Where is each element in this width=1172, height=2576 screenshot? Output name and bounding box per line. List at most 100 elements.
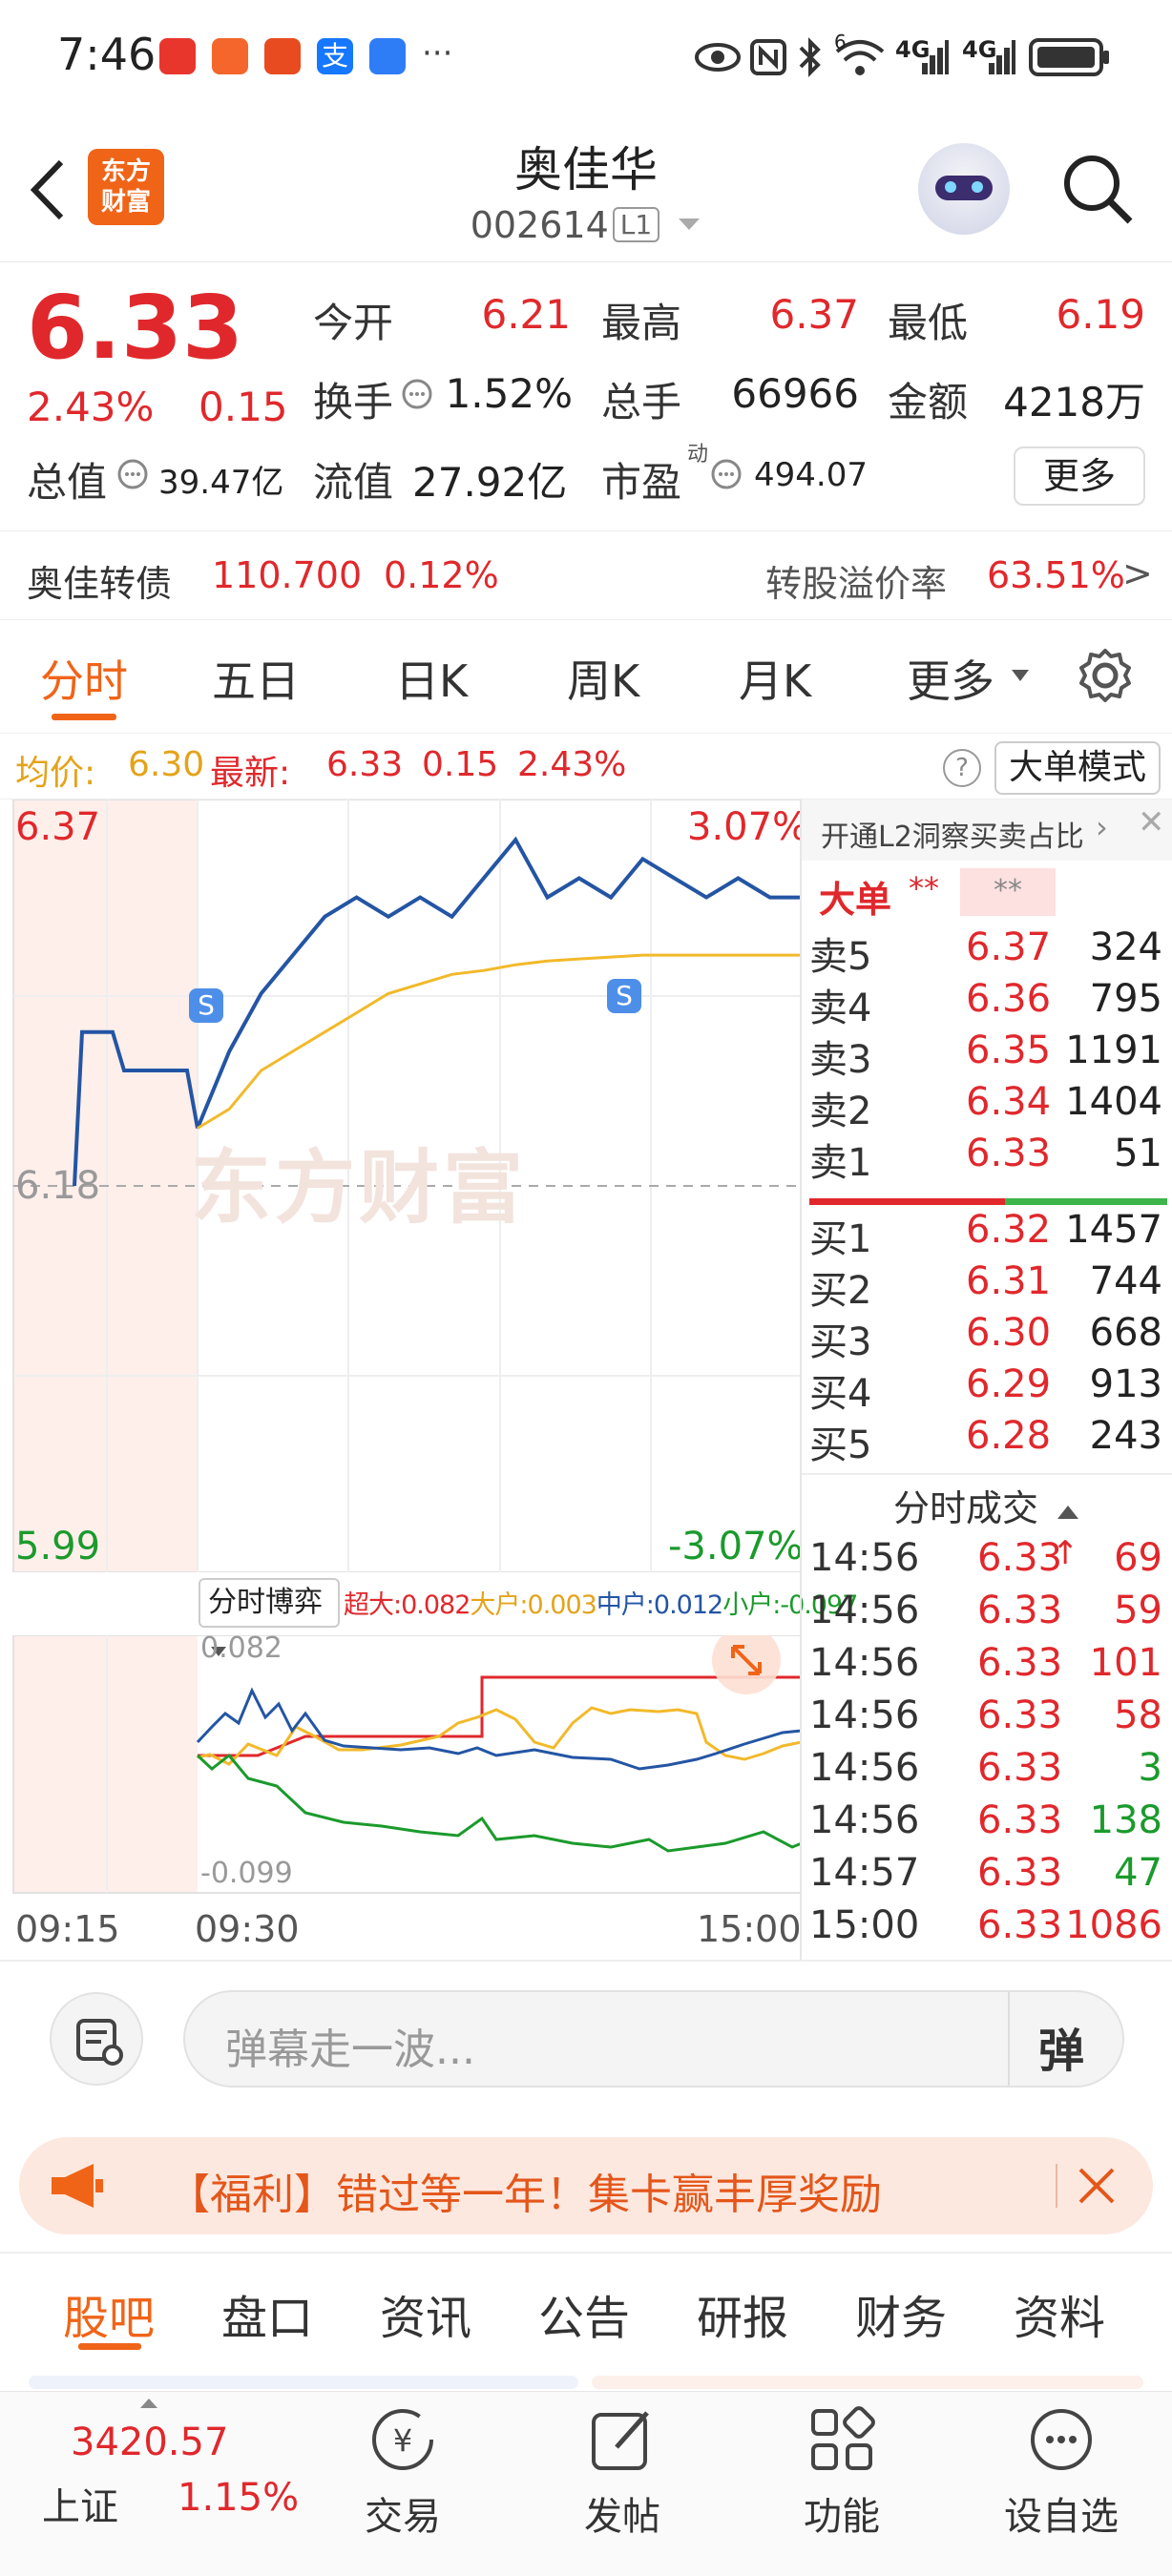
tick-price: 6.33 bbox=[977, 1903, 1063, 1947]
robot-assistant-avatar[interactable] bbox=[918, 143, 1010, 235]
tab-more[interactable]: 更多 bbox=[907, 655, 994, 707]
danmaku-send-button[interactable]: 弹 bbox=[1038, 2025, 1085, 2078]
premium-rate: 63.51% bbox=[987, 554, 1125, 596]
watermark: 东方财富 bbox=[191, 1141, 528, 1235]
active-tab-indicator bbox=[78, 2343, 141, 2350]
tick-price: 6.33 bbox=[977, 1798, 1063, 1842]
index-name: 上证 bbox=[42, 2485, 118, 2529]
edit-post-icon bbox=[592, 2411, 649, 2470]
baidu-icon bbox=[369, 38, 406, 74]
change-percent: 2.43% bbox=[27, 384, 155, 430]
ask-label: 卖1 bbox=[809, 1141, 872, 1185]
tick-row: 14:56 6.33 59 bbox=[802, 1589, 1172, 1640]
status-bar: 7:46 支 ··· 6 4G 4G bbox=[0, 0, 1172, 114]
low-price: 6.19 bbox=[1056, 291, 1145, 338]
l2-banner[interactable]: 开通L2洞察买卖占比 › ✕ bbox=[802, 800, 1172, 861]
tick-time: 14:56 bbox=[809, 1641, 920, 1685]
bid-volume: 668 bbox=[1089, 1311, 1162, 1355]
ask-price: 6.35 bbox=[966, 1028, 1052, 1072]
more-dots-icon bbox=[1031, 2409, 1092, 2470]
big-order-mode-button[interactable]: 大单模式 bbox=[994, 741, 1161, 795]
info-icon[interactable] bbox=[710, 458, 743, 490]
alipay-icon: 支 bbox=[317, 38, 353, 74]
tick-volume: 59 bbox=[1114, 1589, 1162, 1632]
bid-price: 6.32 bbox=[966, 1208, 1052, 1252]
nav-post[interactable]: 发帖 bbox=[536, 2405, 708, 2541]
bid-strength-bar bbox=[1005, 1198, 1167, 1205]
eastmoney-logo: 东方 财富 bbox=[88, 149, 164, 225]
tick-row: 15:00 6.33 1086 bbox=[802, 1903, 1172, 1955]
promo-text: 【福利】错过等一年！集卡赢丰厚奖励 bbox=[168, 2171, 882, 2219]
close-icon[interactable] bbox=[1077, 2166, 1117, 2206]
tick-time: 14:56 bbox=[809, 1589, 920, 1632]
help-icon[interactable]: ? bbox=[943, 749, 981, 787]
intraday-chart[interactable]: 东方财富 6.37 6.18 5.99 3.07% -3.07% S S bbox=[0, 800, 808, 1572]
close-icon[interactable]: ✕ bbox=[1138, 803, 1165, 841]
tab-announcements[interactable]: 公告 bbox=[538, 2292, 631, 2345]
nav-add-watchlist[interactable]: 设自选 bbox=[975, 2405, 1147, 2541]
promo-banner[interactable]: 【福利】错过等一年！集卡赢丰厚奖励 bbox=[19, 2137, 1153, 2234]
bid-volume: 243 bbox=[1089, 1414, 1162, 1458]
bid-label: 买1 bbox=[809, 1217, 872, 1261]
bid-volume: 913 bbox=[1089, 1362, 1162, 1406]
tab-news[interactable]: 资讯 bbox=[380, 2292, 472, 2345]
tick-up-arrow: ↑ bbox=[1052, 1534, 1079, 1572]
avg-price: 6.30 bbox=[128, 745, 205, 784]
ask-row: 卖2 6.34 1404 bbox=[802, 1080, 1172, 1133]
info-icon[interactable] bbox=[116, 458, 149, 490]
ask-label: 卖5 bbox=[809, 935, 872, 979]
tick-price: 6.33 bbox=[977, 1536, 1063, 1580]
bid-label: 买2 bbox=[809, 1269, 872, 1313]
tick-price: 6.33 bbox=[977, 1589, 1063, 1632]
divider bbox=[802, 1473, 1172, 1475]
latest-percent: 2.43% bbox=[517, 745, 627, 784]
s-marker[interactable]: S bbox=[607, 979, 641, 1013]
big-order-bar: ** bbox=[960, 868, 1056, 916]
tab-five-day[interactable]: 五日 bbox=[212, 655, 300, 707]
tab-guba[interactable]: 股吧 bbox=[63, 2292, 156, 2345]
bid-price: 6.29 bbox=[966, 1362, 1052, 1406]
ask-price: 6.36 bbox=[966, 977, 1052, 1021]
expand-icon[interactable] bbox=[727, 1641, 769, 1683]
subchart-legend: 超大:0.082大户:0.003中户:0.012小户:-0.097 bbox=[344, 1590, 858, 1620]
danmaku-settings-icon[interactable] bbox=[50, 1992, 143, 2086]
subchart-selector[interactable]: 分时博弈 bbox=[199, 1578, 340, 1656]
settings-gear-icon[interactable] bbox=[1075, 645, 1136, 706]
capital-flow-subchart[interactable]: 分时博弈 超大:0.082大户:0.003中户:0.012小户:-0.097 0… bbox=[0, 1576, 858, 1958]
search-icon[interactable] bbox=[1059, 151, 1136, 227]
back-icon[interactable] bbox=[27, 156, 69, 223]
float-market-value: 27.92亿 bbox=[412, 459, 568, 506]
tab-pankou[interactable]: 盘口 bbox=[221, 2292, 314, 2345]
nav-trade[interactable]: ¥ 交易 bbox=[317, 2405, 489, 2541]
tab-monthly-k[interactable]: 月K bbox=[739, 655, 812, 707]
convertible-bond-row[interactable]: 奥佳转债 110.700 0.12% 转股溢价率 63.51% > bbox=[0, 530, 1172, 620]
tab-research[interactable]: 研报 bbox=[697, 2292, 789, 2345]
more-button[interactable]: 更多 bbox=[1014, 447, 1145, 506]
tab-profile[interactable]: 资料 bbox=[1014, 2292, 1106, 2345]
bottom-nav: 3420.57 上证 1.15% ¥ 交易 发帖 功能 设自选 bbox=[0, 2391, 1172, 2576]
ticks-header[interactable]: 分时成交 bbox=[802, 1479, 1172, 1531]
bid-row: 买4 6.29 913 bbox=[802, 1362, 1172, 1416]
danmaku-input[interactable]: 弹幕走一波... 弹 bbox=[183, 1990, 1124, 2088]
stock-code-row[interactable]: 002614 L1 bbox=[0, 204, 1172, 246]
chevron-right-icon: > bbox=[1122, 552, 1153, 594]
premium-label: 转股溢价率 bbox=[765, 563, 948, 605]
tab-daily-k[interactable]: 日K bbox=[395, 655, 469, 707]
tab-weekly-k[interactable]: 周K bbox=[567, 655, 640, 707]
tab-intraday[interactable]: 分时 bbox=[40, 655, 128, 707]
tab-finance[interactable]: 财务 bbox=[855, 2292, 948, 2345]
index-change: 1.15% bbox=[178, 2476, 300, 2520]
tick-volume: 101 bbox=[1089, 1641, 1162, 1685]
signal-4g-label: 4G bbox=[895, 36, 931, 63]
s-marker[interactable]: S bbox=[189, 988, 223, 1023]
bid-label: 买3 bbox=[809, 1320, 872, 1364]
tick-row: 14:56 6.33 3 bbox=[802, 1746, 1172, 1797]
info-icon[interactable] bbox=[401, 378, 433, 410]
time-axis: 09:15 09:30 15:00 bbox=[15, 1908, 802, 1950]
ask-price: 6.33 bbox=[966, 1132, 1052, 1175]
change-amount: 0.15 bbox=[199, 384, 288, 430]
latest-price: 6.33 bbox=[326, 745, 404, 784]
tick-time: 14:57 bbox=[809, 1851, 920, 1895]
nav-features[interactable]: 功能 bbox=[756, 2405, 928, 2541]
tick-price: 6.33 bbox=[977, 1746, 1063, 1790]
